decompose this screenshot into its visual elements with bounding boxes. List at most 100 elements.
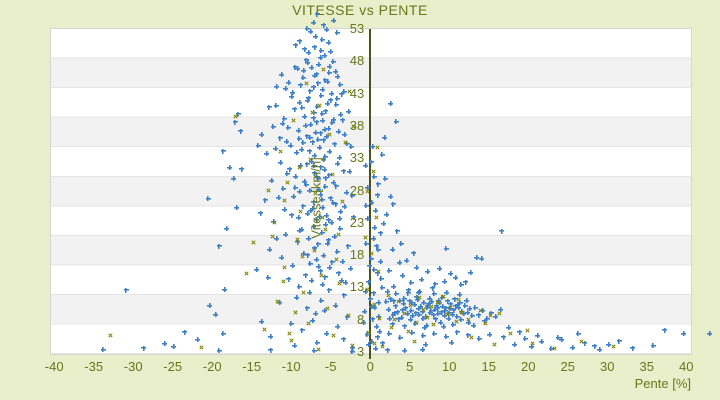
data-point	[314, 339, 320, 345]
data-point	[392, 303, 398, 309]
data-point	[498, 306, 504, 312]
data-point	[292, 309, 300, 317]
data-point	[474, 255, 480, 261]
data-point	[575, 330, 581, 336]
data-point	[380, 340, 386, 346]
data-point	[328, 195, 334, 201]
data-point	[662, 327, 668, 333]
data-point	[330, 331, 338, 339]
y-tick-label: 53	[349, 21, 365, 36]
data-point	[331, 116, 337, 122]
data-point	[331, 180, 337, 186]
data-point	[335, 324, 341, 330]
data-point	[342, 131, 348, 137]
data-point	[266, 104, 272, 110]
data-point	[410, 313, 416, 319]
data-point	[444, 290, 450, 296]
data-point	[362, 308, 368, 314]
x-tick-label: -25	[163, 359, 183, 374]
data-point	[475, 312, 481, 318]
data-point	[386, 268, 392, 274]
data-point	[313, 257, 319, 263]
data-point	[393, 291, 399, 297]
data-point	[216, 243, 222, 249]
data-point	[317, 268, 323, 274]
data-point	[377, 259, 383, 265]
x-tick-label: -5	[324, 359, 337, 374]
data-point	[310, 199, 316, 205]
data-point	[283, 85, 289, 91]
data-point	[455, 302, 461, 308]
data-point	[197, 343, 205, 352]
data-point	[323, 108, 329, 114]
data-point	[370, 316, 376, 322]
data-point	[302, 114, 308, 120]
data-point	[273, 103, 279, 109]
data-point	[337, 82, 343, 88]
x-tick-label: 10	[441, 359, 457, 374]
data-point	[345, 243, 351, 249]
data-point	[339, 277, 345, 283]
data-point	[616, 338, 622, 344]
data-point	[408, 317, 413, 323]
data-point	[400, 301, 406, 307]
y-tick-label: 3	[356, 344, 365, 360]
data-point	[467, 306, 473, 312]
data-point	[336, 270, 342, 276]
data-point	[243, 269, 251, 277]
x-tick-label: -20	[202, 359, 222, 374]
data-point	[301, 67, 307, 73]
data-point	[507, 330, 515, 338]
data-point	[320, 205, 326, 211]
data-point	[322, 184, 328, 190]
y-tick-label: 28	[349, 182, 365, 198]
data-point	[467, 333, 475, 341]
data-point	[471, 323, 477, 329]
data-point	[305, 98, 311, 104]
data-point	[305, 211, 311, 217]
data-point	[255, 142, 261, 148]
data-point	[310, 206, 316, 212]
data-point	[650, 343, 656, 349]
data-point	[234, 204, 240, 210]
data-point	[438, 309, 444, 315]
x-tick-label: -15	[242, 359, 262, 374]
data-point	[408, 280, 414, 286]
data-point	[327, 149, 333, 155]
data-point	[402, 348, 408, 354]
data-point	[389, 246, 395, 252]
data-point	[322, 154, 328, 160]
data-point	[370, 235, 376, 241]
data-point	[304, 305, 310, 311]
data-point	[296, 284, 302, 290]
data-point	[335, 160, 341, 166]
x-tick-label: 35	[639, 359, 654, 374]
data-point	[374, 324, 380, 330]
data-point	[316, 62, 322, 68]
data-point	[458, 282, 464, 288]
data-point	[302, 123, 308, 129]
data-point	[298, 147, 304, 153]
x-axis-title: Pente [%]	[634, 376, 691, 391]
data-point	[330, 58, 336, 64]
data-point	[325, 126, 331, 131]
data-point	[300, 203, 306, 209]
data-point	[348, 144, 354, 150]
data-point	[330, 200, 336, 206]
data-point	[334, 96, 340, 102]
data-point	[399, 315, 405, 321]
data-point	[259, 319, 265, 325]
data-point	[259, 132, 265, 138]
data-point	[476, 335, 482, 341]
y-tick-label: 13	[349, 279, 365, 295]
data-point	[393, 118, 399, 124]
data-point	[319, 197, 325, 203]
y-axis-title: Vitesse [km/h]	[308, 156, 324, 239]
data-point	[307, 261, 313, 267]
data-point	[431, 330, 437, 336]
data-point	[344, 189, 349, 195]
data-point	[320, 87, 326, 93]
data-point	[327, 264, 333, 270]
data-point	[443, 246, 449, 252]
data-point	[316, 264, 322, 270]
